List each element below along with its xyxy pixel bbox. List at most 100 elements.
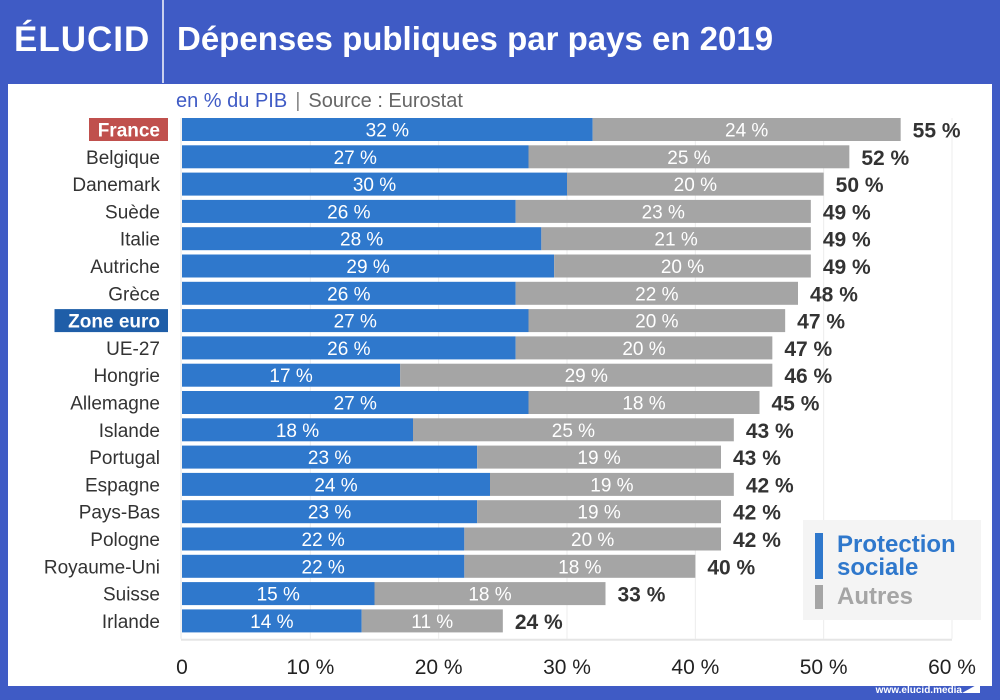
- total-label: 47 %: [784, 338, 832, 361]
- category-label: Autriche: [90, 257, 160, 278]
- x-tick-label: 60 %: [928, 656, 976, 679]
- bar-segment-protection-sociale: [182, 445, 478, 469]
- data-label-autres: 19 %: [577, 503, 620, 524]
- bar-segment-protection-sociale: [182, 336, 516, 360]
- bar-segment-autres: [515, 199, 811, 223]
- data-label-protection-sociale: 14 %: [250, 612, 293, 633]
- data-label-protection-sociale: 30 %: [353, 175, 396, 196]
- bar-segment-protection-sociale: [182, 172, 567, 196]
- data-label-protection-sociale: 27 %: [334, 394, 377, 415]
- total-label: 52 %: [861, 147, 909, 170]
- bar-segment-autres: [528, 145, 850, 169]
- total-label: 33 %: [618, 584, 666, 607]
- total-label: 42 %: [733, 502, 781, 525]
- legend-swatch-autres: [815, 585, 823, 609]
- bar-segment-autres: [490, 472, 734, 496]
- category-label: Suède: [105, 202, 160, 223]
- bar-segment-protection-sociale: [182, 582, 375, 606]
- elucid-logo: ÉLUCID: [14, 20, 151, 59]
- data-label-autres: 23 %: [642, 202, 685, 223]
- bar-segment-protection-sociale: [182, 472, 490, 496]
- data-label-autres: 20 %: [635, 312, 678, 333]
- bar-segment-protection-sociale: [182, 363, 401, 387]
- source-label: Source : Eurostat: [308, 90, 463, 112]
- data-label-autres: 25 %: [667, 148, 710, 169]
- data-label-autres: 20 %: [622, 339, 665, 360]
- bar-segment-protection-sociale: [182, 199, 516, 223]
- total-label: 50 %: [836, 174, 884, 197]
- legend-label-autres: Autres: [837, 583, 914, 610]
- category-label: Royaume-Uni: [44, 557, 160, 578]
- data-label-autres: 19 %: [577, 448, 620, 469]
- data-label-autres: 29 %: [565, 366, 608, 387]
- data-label-autres: 18 %: [558, 557, 601, 578]
- total-label: 45 %: [772, 393, 820, 416]
- data-label-protection-sociale: 22 %: [302, 557, 345, 578]
- category-label: Grèce: [108, 284, 160, 305]
- data-label-autres: 18 %: [468, 585, 511, 606]
- bar-segment-autres: [361, 609, 503, 633]
- category-label: Italie: [120, 230, 160, 251]
- total-label: 43 %: [746, 420, 794, 443]
- bar-segment-autres: [477, 500, 721, 524]
- total-label: 47 %: [797, 311, 845, 334]
- bar-segment-autres: [477, 445, 721, 469]
- x-tick-label: 40 %: [671, 656, 719, 679]
- subtitle-separator: |: [295, 90, 301, 112]
- chart-subtitle: en % du PIB | Source : Eurostat: [176, 90, 463, 113]
- category-label: Hongrie: [93, 366, 160, 387]
- bar-segment-autres: [541, 227, 811, 251]
- data-label-autres: 20 %: [674, 175, 717, 196]
- x-tick-label: 0: [176, 656, 188, 679]
- data-label-autres: 22 %: [635, 284, 678, 305]
- data-label-protection-sociale: 26 %: [327, 284, 370, 305]
- total-label: 42 %: [733, 529, 781, 552]
- x-tick-label: 50 %: [800, 656, 848, 679]
- bar-segment-autres: [554, 254, 811, 278]
- data-label-protection-sociale: 27 %: [334, 312, 377, 333]
- bar-segment-autres: [400, 363, 773, 387]
- data-label-autres: 11 %: [411, 612, 453, 633]
- data-label-autres: 20 %: [661, 257, 704, 278]
- data-label-protection-sociale: 23 %: [308, 503, 351, 524]
- bar-segment-autres: [464, 527, 721, 551]
- bar-segment-autres: [528, 391, 760, 414]
- data-label-protection-sociale: 17 %: [269, 366, 312, 387]
- footer-url-link[interactable]: www.elucid.media: [875, 685, 962, 696]
- bar-segment-protection-sociale: [182, 309, 529, 333]
- total-label: 46 %: [784, 365, 832, 388]
- data-label-protection-sociale: 27 %: [334, 148, 377, 169]
- bar-segment-protection-sociale: [182, 254, 555, 278]
- data-label-protection-sociale: 18 %: [276, 421, 319, 442]
- category-label: Pologne: [90, 530, 160, 551]
- category-label: Zone euro: [68, 312, 160, 333]
- x-tick-label: 30 %: [543, 656, 591, 679]
- total-label: 49 %: [823, 256, 871, 279]
- total-label: 40 %: [707, 556, 755, 579]
- data-label-protection-sociale: 26 %: [327, 339, 370, 360]
- category-label: Pays-Bas: [79, 503, 160, 524]
- bar-segment-protection-sociale: [182, 118, 593, 141]
- bar-segment-protection-sociale: [182, 227, 542, 251]
- legend-item-autres: Autres: [815, 585, 913, 609]
- bar-segment-protection-sociale: [182, 554, 465, 578]
- unit-label: en % du PIB: [176, 90, 288, 112]
- total-label: 49 %: [823, 201, 871, 224]
- total-label: 55 %: [913, 120, 961, 143]
- header-divider: [162, 0, 164, 83]
- category-label: Allemagne: [70, 394, 160, 415]
- legend-label-line1: Protection: [837, 531, 956, 558]
- category-label: UE-27: [106, 339, 160, 360]
- bar-segment-protection-sociale: [182, 281, 516, 305]
- x-tick-label: 10 %: [286, 656, 334, 679]
- category-highlight-box: [89, 118, 168, 141]
- header-bar: ÉLUCID Dépenses publiques par pays en 20…: [0, 0, 1000, 83]
- legend-item-protection-sociale: Protection sociale: [815, 531, 956, 581]
- x-tick-label: 20 %: [415, 656, 463, 679]
- data-label-autres: 25 %: [552, 421, 595, 442]
- bar-segment-autres: [528, 309, 786, 333]
- bar-segment-autres: [515, 281, 798, 305]
- data-label-autres: 24 %: [725, 121, 768, 142]
- legend-label-line2: sociale: [837, 554, 919, 581]
